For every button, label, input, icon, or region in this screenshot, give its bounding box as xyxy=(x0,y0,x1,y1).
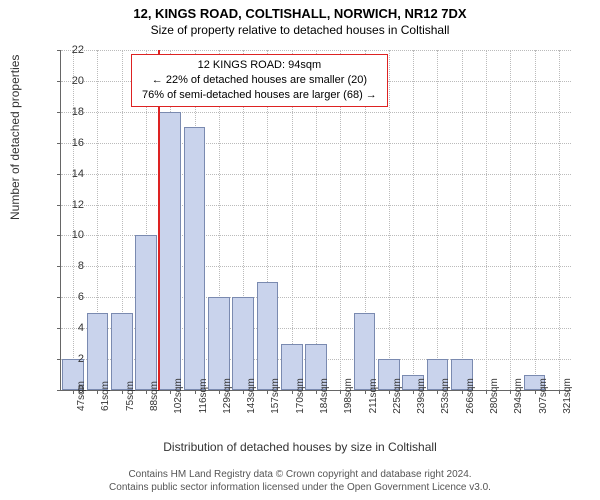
histogram-bar xyxy=(159,112,181,390)
y-axis-label: Number of detached properties xyxy=(8,55,22,220)
attribution: Contains HM Land Registry data © Crown c… xyxy=(0,468,600,494)
ytick-label: 20 xyxy=(54,75,84,87)
xtick-label: 116sqm xyxy=(198,379,209,414)
ytick-label: 22 xyxy=(54,44,84,56)
xtick-label: 307sqm xyxy=(538,378,549,414)
annotation-line2: ← 22% of detached houses are smaller (20… xyxy=(142,73,377,88)
ytick-label: 18 xyxy=(54,106,84,118)
gridline-v xyxy=(73,50,74,390)
ytick-label: 10 xyxy=(54,229,84,241)
xtick-label: 280sqm xyxy=(489,378,500,414)
xtick-label: 88sqm xyxy=(149,381,160,411)
xtick-mark xyxy=(292,390,293,394)
xtick-mark xyxy=(559,390,560,394)
gridline-v xyxy=(462,50,463,390)
xtick-mark xyxy=(462,390,463,394)
ytick-label: 16 xyxy=(54,137,84,149)
xtick-label: 198sqm xyxy=(343,378,354,414)
xtick-mark xyxy=(389,390,390,394)
histogram-bar xyxy=(135,235,157,390)
histogram-bar xyxy=(87,313,109,390)
xtick-mark xyxy=(340,390,341,394)
xtick-mark xyxy=(486,390,487,394)
attribution-line2: Contains public sector information licen… xyxy=(0,481,600,494)
gridline-v xyxy=(413,50,414,390)
histogram-chart: 12 KINGS ROAD: 94sqm ← 22% of detached h… xyxy=(60,50,571,391)
histogram-bar xyxy=(208,297,230,390)
gridline-v xyxy=(510,50,511,390)
xtick-label: 129sqm xyxy=(222,378,233,414)
chart-title: 12, KINGS ROAD, COLTISHALL, NORWICH, NR1… xyxy=(0,0,600,21)
xtick-mark xyxy=(195,390,196,394)
xtick-label: 225sqm xyxy=(392,378,403,414)
xtick-mark xyxy=(413,390,414,394)
xtick-mark xyxy=(365,390,366,394)
ytick-label: 8 xyxy=(54,260,84,272)
xtick-mark xyxy=(267,390,268,394)
x-axis-label: Distribution of detached houses by size … xyxy=(0,440,600,454)
xtick-mark xyxy=(535,390,536,394)
xtick-label: 266sqm xyxy=(465,378,476,414)
xtick-label: 239sqm xyxy=(416,378,427,414)
xtick-label: 211sqm xyxy=(368,379,379,414)
annotation-line3: 76% of semi-detached houses are larger (… xyxy=(142,88,377,103)
gridline-v xyxy=(437,50,438,390)
xtick-mark xyxy=(316,390,317,394)
gridline-v xyxy=(389,50,390,390)
marker-annotation: 12 KINGS ROAD: 94sqm ← 22% of detached h… xyxy=(131,54,388,107)
xtick-label: 75sqm xyxy=(125,381,136,411)
xtick-label: 143sqm xyxy=(246,378,257,414)
xtick-mark xyxy=(219,390,220,394)
xtick-mark xyxy=(122,390,123,394)
gridline-v xyxy=(486,50,487,390)
gridline-v xyxy=(535,50,536,390)
histogram-bar xyxy=(257,282,279,390)
xtick-mark xyxy=(437,390,438,394)
attribution-line1: Contains HM Land Registry data © Crown c… xyxy=(0,468,600,481)
ytick-label: 12 xyxy=(54,199,84,211)
xtick-mark xyxy=(510,390,511,394)
xtick-label: 47sqm xyxy=(76,381,87,411)
annotation-line1: 12 KINGS ROAD: 94sqm xyxy=(142,58,377,73)
xtick-label: 102sqm xyxy=(173,378,184,414)
xtick-label: 61sqm xyxy=(100,381,111,411)
xtick-mark xyxy=(146,390,147,394)
xtick-mark xyxy=(170,390,171,394)
ytick-label: 4 xyxy=(54,322,84,334)
xtick-mark xyxy=(97,390,98,394)
gridline-v xyxy=(559,50,560,390)
xtick-label: 253sqm xyxy=(440,378,451,414)
histogram-bar xyxy=(232,297,254,390)
xtick-label: 170sqm xyxy=(295,378,306,414)
chart-subtitle: Size of property relative to detached ho… xyxy=(0,21,600,37)
ytick-label: 6 xyxy=(54,291,84,303)
xtick-label: 294sqm xyxy=(513,378,524,414)
histogram-bar xyxy=(184,127,206,390)
xtick-label: 321sqm xyxy=(562,378,573,414)
xtick-label: 184sqm xyxy=(319,378,330,414)
ytick-label: 14 xyxy=(54,168,84,180)
xtick-label: 157sqm xyxy=(270,378,281,414)
histogram-bar xyxy=(111,313,133,390)
ytick-label: 2 xyxy=(54,353,84,365)
xtick-mark xyxy=(243,390,244,394)
